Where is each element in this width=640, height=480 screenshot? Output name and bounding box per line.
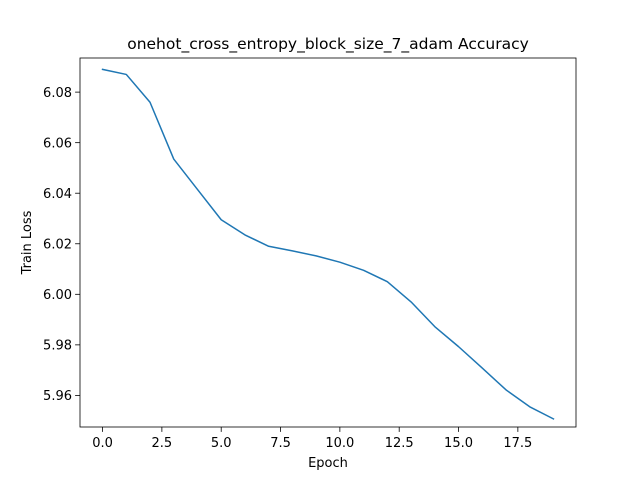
y-tick-label: 6.08 (43, 86, 72, 101)
y-tick-label: 5.96 (43, 389, 72, 404)
plot-frame (79, 57, 577, 428)
y-tick-label: 6.06 (43, 136, 72, 151)
x-tick-label: 10.0 (325, 436, 354, 451)
x-tick-label: 12.5 (385, 436, 414, 451)
x-axis-label: Epoch (308, 456, 348, 471)
y-tick-label: 6.02 (43, 237, 72, 252)
x-axis: 0.0 2.5 5.0 7.5 10.0 12.5 15.0 17.5 (92, 427, 532, 451)
x-tick-label: 0.0 (92, 436, 113, 451)
y-tick-label: 5.98 (43, 339, 72, 354)
y-tick-label: 6.00 (43, 288, 72, 303)
chart-title: onehot_cross_entropy_block_size_7_adam A… (127, 35, 529, 54)
x-tick-label: 2.5 (152, 436, 173, 451)
y-axis: 5.96 5.98 6.00 6.02 6.04 6.06 6.08 (43, 86, 80, 404)
x-tick-label: 17.5 (503, 436, 532, 451)
x-tick-label: 15.0 (444, 436, 473, 451)
y-tick-label: 6.04 (43, 187, 72, 202)
train-loss-line (101, 68, 555, 420)
y-axis-label: Train Loss (20, 210, 35, 275)
x-tick-label: 5.0 (211, 436, 232, 451)
x-tick-label: 7.5 (270, 436, 291, 451)
plot-area (101, 68, 555, 420)
